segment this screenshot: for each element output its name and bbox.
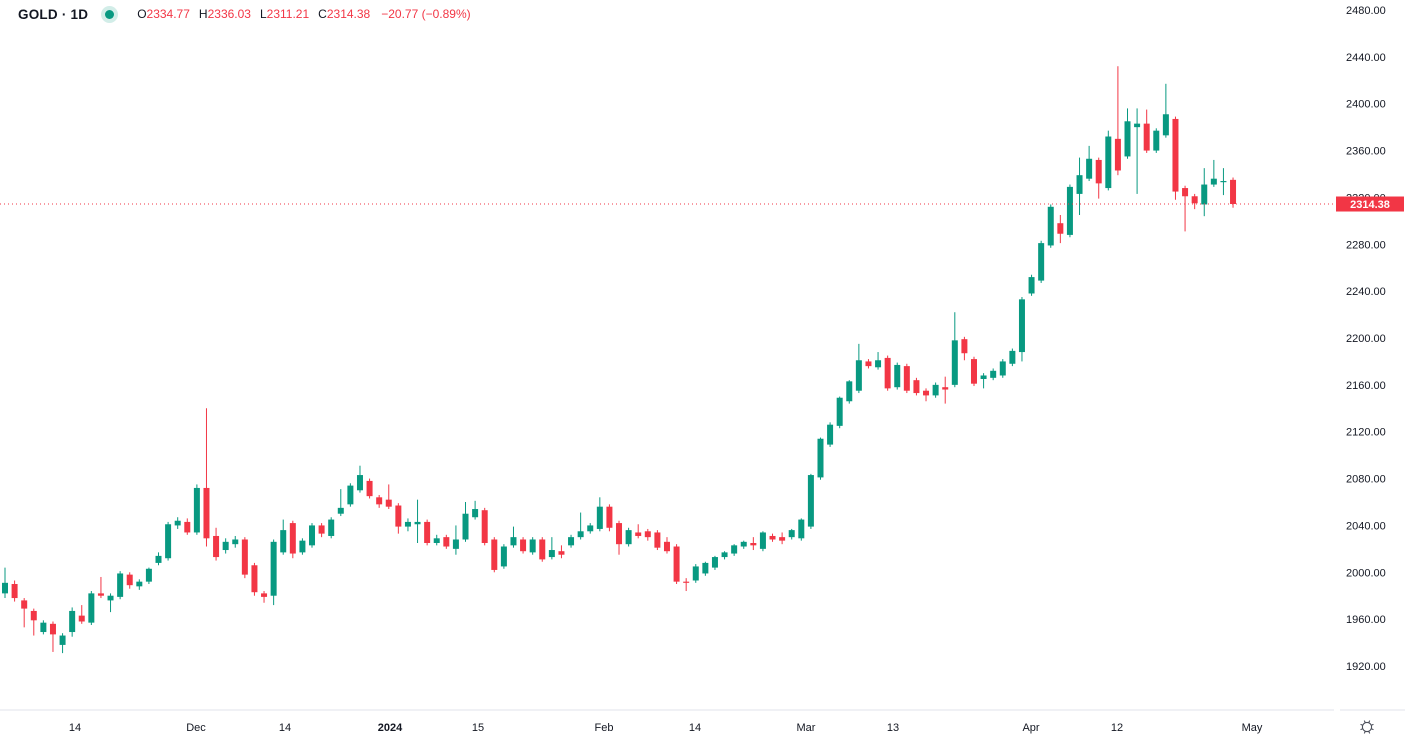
low-value: 2311.21 — [266, 7, 310, 21]
svg-text:15: 15 — [472, 722, 484, 734]
symbol-name: GOLD — [18, 6, 58, 22]
svg-text:2080.00: 2080.00 — [1346, 474, 1386, 486]
settings-gear-icon[interactable] — [1360, 720, 1374, 734]
high-label: H — [198, 7, 208, 21]
price-axis[interactable]: 2480.002440.002400.002360.002320.002280.… — [1336, 5, 1404, 673]
symbol-separator: · — [61, 6, 67, 22]
svg-text:2400.00: 2400.00 — [1346, 99, 1386, 111]
ohlc-values: O2334.77 H2336.03 L2311.21 C2314.38 −20.… — [137, 7, 470, 21]
close-label: C — [318, 7, 327, 21]
last-price-label: 2314.38 — [1336, 196, 1404, 212]
svg-text:2280.00: 2280.00 — [1346, 239, 1386, 251]
candlestick-series[interactable] — [2, 66, 1237, 654]
svg-text:2120.00: 2120.00 — [1346, 427, 1386, 439]
timeframe-label: 1D — [70, 6, 89, 22]
low-label: L — [259, 7, 267, 21]
svg-text:2040.00: 2040.00 — [1346, 520, 1386, 532]
market-status-dot-core — [105, 9, 115, 19]
svg-text:2480.00: 2480.00 — [1346, 5, 1386, 17]
svg-text:Mar: Mar — [797, 722, 816, 734]
svg-text:2240.00: 2240.00 — [1346, 286, 1386, 298]
svg-text:2200.00: 2200.00 — [1346, 333, 1386, 345]
high-value: 2336.03 — [207, 7, 251, 21]
svg-text:Dec: Dec — [186, 722, 206, 734]
svg-text:1920.00: 1920.00 — [1346, 661, 1386, 673]
svg-text:14: 14 — [279, 722, 291, 734]
svg-text:May: May — [1242, 722, 1263, 734]
svg-text:12: 12 — [1111, 722, 1123, 734]
close-value: 2314.38 — [326, 7, 371, 21]
chart-legend: GOLD · 1D O2334.77 H2336.03 L2311.21 C2314… — [18, 4, 471, 24]
market-status-dot — [101, 5, 119, 23]
open-label: O — [137, 7, 147, 21]
svg-text:1960.00: 1960.00 — [1346, 614, 1386, 626]
change-value: −20.77 (−0.89%) — [381, 7, 471, 21]
time-axis[interactable]: 14 Dec 14 2024 15 Feb 14 Mar 13 Apr 12 May — [0, 709, 1405, 734]
svg-text:2024: 2024 — [378, 722, 403, 734]
symbol-title[interactable]: GOLD · 1D — [18, 7, 88, 22]
open-value: 2334.77 — [146, 7, 190, 21]
svg-text:14: 14 — [69, 722, 81, 734]
svg-text:2360.00: 2360.00 — [1346, 146, 1386, 158]
svg-text:2440.00: 2440.00 — [1346, 52, 1386, 64]
svg-text:2000.00: 2000.00 — [1346, 567, 1386, 579]
svg-text:2314.38: 2314.38 — [1350, 199, 1390, 211]
svg-text:2160.00: 2160.00 — [1346, 380, 1386, 392]
svg-text:14: 14 — [689, 722, 701, 734]
svg-text:13: 13 — [887, 722, 899, 734]
svg-text:Apr: Apr — [1022, 722, 1039, 734]
svg-text:Feb: Feb — [595, 722, 614, 734]
